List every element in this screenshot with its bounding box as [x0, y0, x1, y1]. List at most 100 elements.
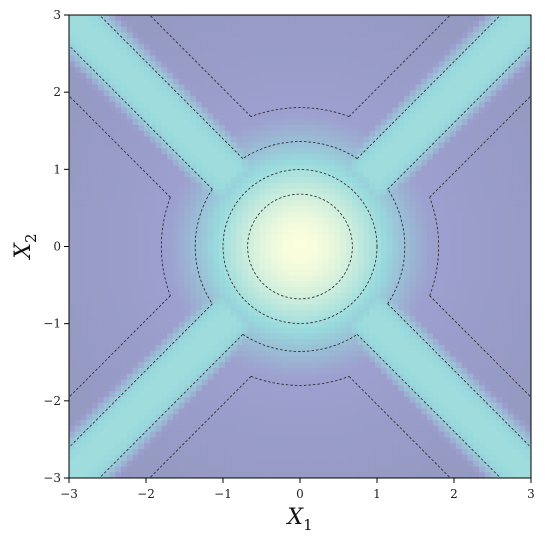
heatmap-cell — [386, 113, 394, 120]
heatmap-cell — [351, 246, 359, 253]
heatmap-cell — [300, 20, 307, 28]
heatmap-cell — [74, 234, 82, 242]
heatmap-cell — [334, 159, 342, 167]
heatmap-cell — [357, 437, 365, 444]
heatmap-cell — [109, 159, 116, 167]
heatmap-cell — [392, 258, 399, 265]
heatmap-cell — [282, 49, 290, 57]
heatmap-cell — [120, 171, 128, 178]
heatmap-cell — [328, 153, 336, 161]
heatmap-cell — [317, 379, 324, 386]
heatmap-cell — [80, 15, 87, 22]
heatmap-cell — [172, 269, 180, 277]
heatmap-cell — [115, 449, 122, 456]
heatmap-cell — [178, 177, 186, 184]
heatmap-cell — [138, 90, 145, 97]
heatmap-cell — [363, 72, 370, 80]
heatmap-cell — [207, 43, 214, 51]
heatmap-cell — [219, 15, 226, 22]
heatmap-cell — [369, 304, 376, 311]
heatmap-cell — [213, 234, 220, 242]
heatmap-cell — [115, 43, 122, 51]
heatmap-cell — [282, 124, 290, 132]
heatmap-cell — [328, 182, 336, 190]
heatmap-cell — [242, 269, 249, 277]
heatmap-cell — [392, 61, 399, 68]
heatmap-cell — [398, 339, 405, 346]
heatmap-cell — [109, 315, 116, 323]
heatmap-cell — [427, 101, 434, 109]
heatmap-cell — [184, 391, 191, 398]
heatmap-cell — [340, 437, 347, 444]
heatmap-cell — [184, 396, 191, 404]
heatmap-cell — [126, 182, 134, 190]
heatmap-cell — [288, 130, 295, 138]
heatmap-cell — [403, 165, 411, 172]
heatmap-cell — [149, 402, 157, 410]
heatmap-cell — [138, 38, 145, 45]
heatmap-cell — [398, 287, 405, 294]
heatmap-cell — [276, 84, 284, 91]
heatmap-cell — [282, 171, 290, 178]
heatmap-cell — [288, 124, 295, 132]
heatmap-cell — [201, 101, 209, 109]
heatmap-cell — [219, 449, 226, 456]
heatmap-cell — [282, 90, 290, 97]
heatmap-cell — [323, 269, 330, 277]
heatmap-cell — [115, 55, 122, 62]
heatmap-cell — [155, 281, 163, 288]
heatmap-cell — [190, 130, 197, 138]
heatmap-cell — [259, 304, 266, 311]
heatmap-cell — [103, 275, 111, 282]
heatmap-cell — [259, 124, 266, 132]
heatmap-cell — [328, 425, 336, 433]
heatmap-cell — [248, 414, 255, 421]
heatmap-cell — [294, 460, 301, 468]
heatmap-cell — [126, 420, 134, 427]
heatmap-cell — [86, 466, 93, 473]
heatmap-cell — [421, 460, 428, 468]
heatmap-cell — [92, 275, 99, 282]
heatmap-cell — [346, 234, 353, 242]
heatmap-cell — [282, 333, 290, 340]
heatmap-cell — [265, 32, 272, 39]
heatmap-cell — [409, 229, 417, 236]
heatmap-cell — [248, 171, 255, 178]
heatmap-cell — [86, 15, 93, 22]
heatmap-cell — [138, 107, 145, 114]
heatmap-cell — [340, 298, 347, 305]
heatmap-cell — [369, 113, 376, 120]
heatmap-cell — [155, 55, 163, 62]
heatmap-cell — [317, 26, 324, 33]
heatmap-cell — [346, 327, 353, 334]
heatmap-cell — [178, 67, 186, 74]
heatmap-cell — [80, 310, 87, 317]
heatmap-cell — [323, 408, 330, 415]
heatmap-cell — [242, 96, 249, 103]
heatmap-cell — [97, 396, 105, 404]
heatmap-cell — [149, 165, 157, 172]
heatmap-cell — [398, 333, 405, 340]
heatmap-cell — [190, 205, 197, 213]
heatmap-cell — [317, 211, 324, 219]
heatmap-cell — [126, 466, 134, 473]
heatmap-cell — [357, 107, 365, 114]
heatmap-cell — [236, 396, 243, 404]
heatmap-cell — [115, 101, 122, 109]
heatmap-cell — [265, 281, 272, 288]
heatmap-cell — [282, 454, 290, 462]
heatmap-cell — [386, 217, 394, 224]
heatmap-cell — [109, 130, 116, 138]
heatmap-cell — [323, 119, 330, 126]
heatmap-cell — [386, 350, 394, 358]
heatmap-cell — [328, 148, 336, 155]
heatmap-cell — [305, 84, 313, 91]
heatmap-cell — [259, 205, 266, 213]
heatmap-cell — [334, 217, 342, 224]
heatmap-cell — [323, 315, 330, 323]
heatmap-cell — [288, 223, 295, 230]
heatmap-cell — [213, 32, 220, 39]
heatmap-cell — [311, 101, 318, 109]
heatmap-cell — [323, 350, 330, 358]
heatmap-cell — [282, 119, 290, 126]
